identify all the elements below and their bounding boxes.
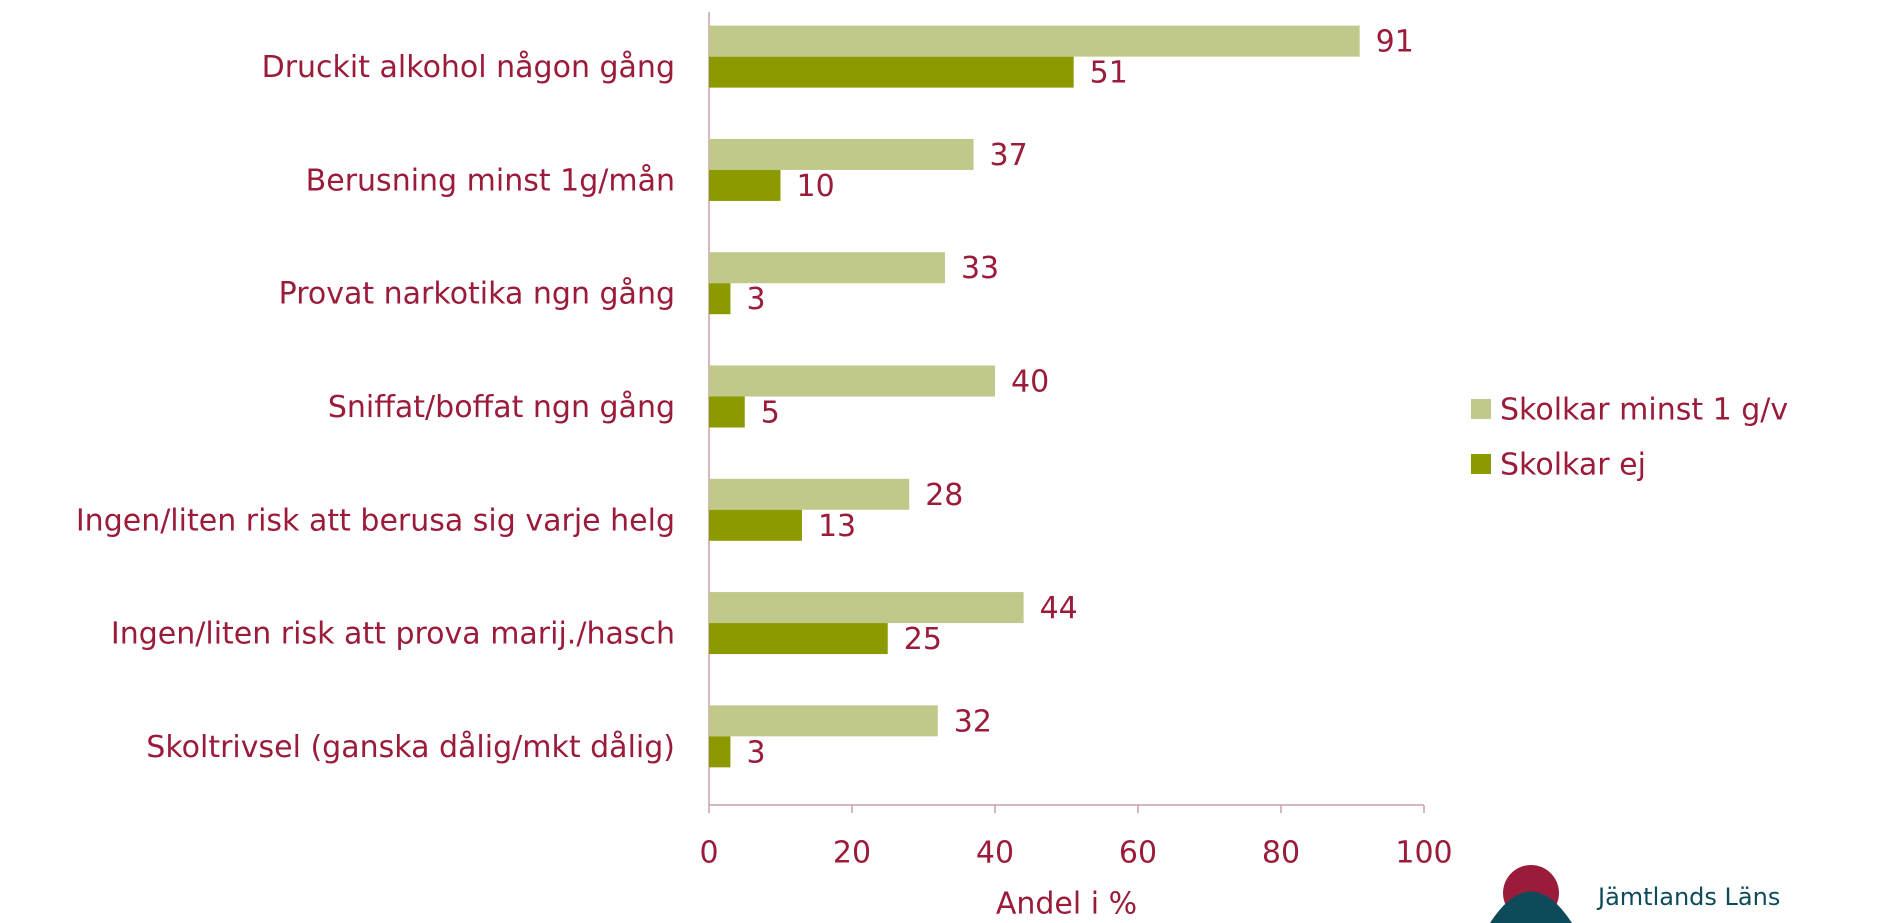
logo: Jämtlands Läns — [1490, 865, 1780, 923]
x-tick-label: 40 — [976, 836, 1014, 871]
bar — [709, 478, 910, 510]
legend-label: Skolkar ej — [1500, 448, 1646, 483]
legend-swatch — [1471, 454, 1491, 474]
bar — [709, 592, 1024, 624]
legend-label: Skolkar minst 1 g/v — [1500, 393, 1788, 428]
bar — [709, 623, 888, 655]
bar — [709, 283, 731, 315]
bar — [709, 169, 781, 201]
x-axis-label: Andel i % — [996, 887, 1137, 922]
value-label: 33 — [961, 251, 999, 286]
x-tick-label: 80 — [1262, 836, 1300, 871]
y-tick-label: Skoltrivsel (ganska dålig/mkt dålig) — [146, 730, 675, 765]
x-tick-label: 20 — [833, 836, 871, 871]
bar — [709, 252, 945, 284]
value-label: 25 — [904, 622, 942, 657]
bar — [709, 509, 802, 541]
value-label: 5 — [761, 396, 780, 431]
value-label: 3 — [746, 735, 765, 770]
logo-text: Jämtlands Läns — [1596, 883, 1780, 911]
value-label: 37 — [990, 138, 1028, 173]
value-label: 40 — [1011, 365, 1049, 400]
y-tick-label: Provat narkotika ngn gång — [279, 277, 675, 312]
value-label: 13 — [818, 509, 856, 544]
bar — [709, 25, 1360, 57]
value-label: 10 — [797, 169, 835, 204]
y-tick-label: Ingen/liten risk att prova marij./hasch — [111, 617, 675, 652]
value-label: 91 — [1376, 25, 1414, 60]
bar — [709, 365, 995, 397]
y-tick-label: Berusning minst 1g/mån — [306, 163, 675, 198]
bar — [709, 56, 1074, 88]
value-label: 32 — [954, 704, 992, 739]
y-tick-label: Sniffat/boffat ngn gång — [328, 390, 675, 425]
bar — [709, 705, 938, 737]
value-label: 28 — [925, 478, 963, 513]
bar — [709, 736, 731, 768]
x-tick-label: 100 — [1395, 836, 1452, 871]
y-tick-label: Ingen/liten risk att berusa sig varje he… — [76, 503, 675, 538]
bar — [709, 396, 745, 428]
bar — [709, 138, 974, 170]
value-label: 3 — [746, 282, 765, 317]
y-tick-label: Druckit alkohol någon gång — [262, 50, 675, 85]
legend-swatch — [1471, 399, 1491, 419]
x-tick-label: 0 — [699, 836, 718, 871]
x-tick-label: 60 — [1119, 836, 1157, 871]
logo-shape — [1490, 891, 1572, 923]
value-label: 51 — [1090, 56, 1128, 91]
value-label: 44 — [1040, 591, 1078, 626]
